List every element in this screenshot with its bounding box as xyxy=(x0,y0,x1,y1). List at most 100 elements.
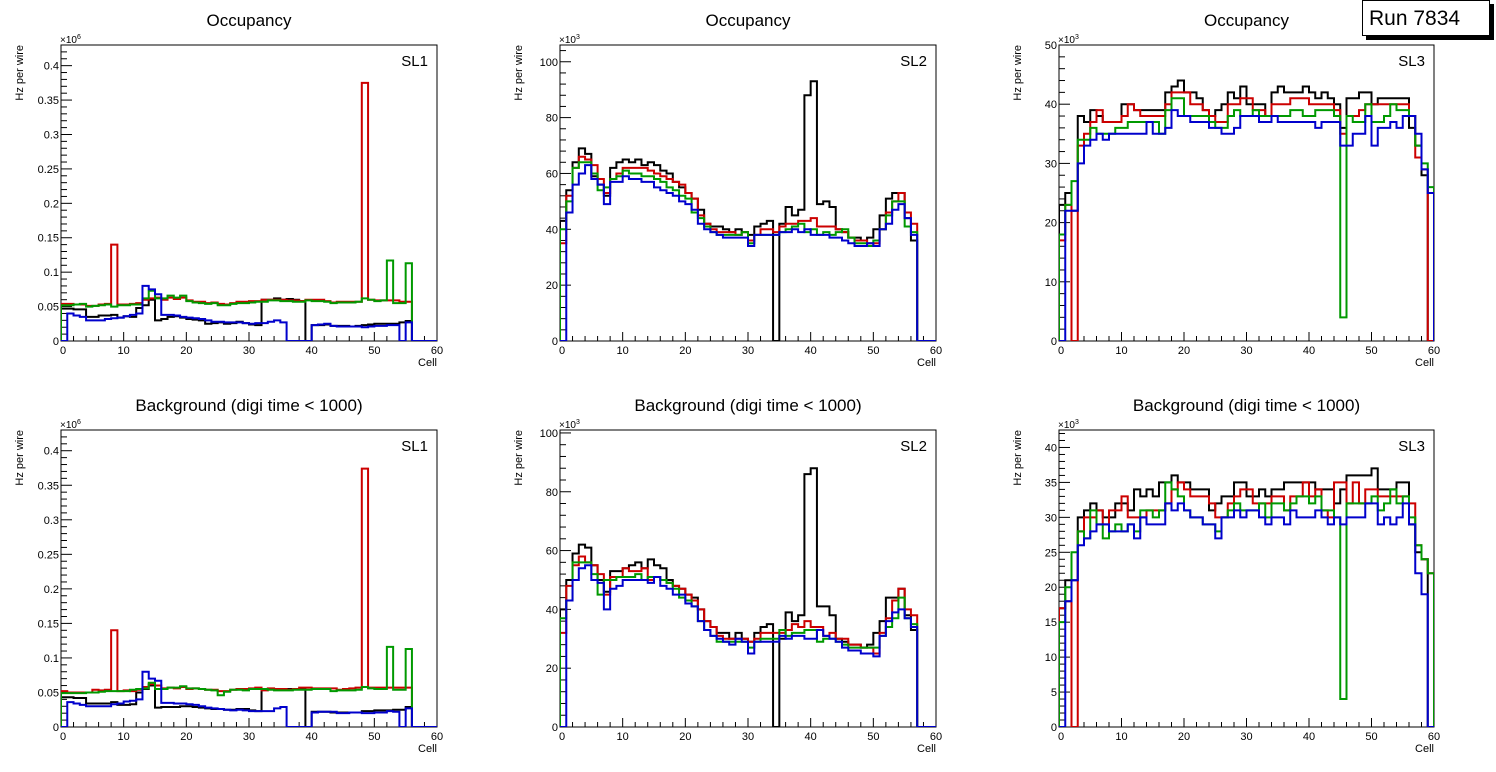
y-tick-label: 0 xyxy=(53,722,59,734)
y-tick-label: 0.4 xyxy=(44,61,59,73)
x-tick-label: 60 xyxy=(1428,731,1440,743)
y-axis-label: Hz per wire xyxy=(1012,45,1024,101)
series-line-black xyxy=(1059,467,1434,727)
y-tick-label: 40 xyxy=(546,224,558,236)
x-tick-label: 0 xyxy=(559,731,565,743)
y-axis-label: Hz per wire xyxy=(513,430,525,486)
y-tick-label: 0.3 xyxy=(44,515,59,527)
y-tick-label: 0 xyxy=(552,722,558,734)
x-tick-label: 20 xyxy=(180,731,192,743)
y-tick-label: 0 xyxy=(53,336,59,348)
chart-title: Background (digi time < 1000) xyxy=(135,396,362,415)
x-tick-label: 20 xyxy=(1178,345,1190,357)
series-line-blue xyxy=(1059,502,1434,727)
y-tick-label: 30 xyxy=(1045,158,1057,170)
y-tick-label: 0.35 xyxy=(38,480,59,492)
x-tick-label: 0 xyxy=(1058,345,1064,357)
y-tick-label: 0.15 xyxy=(38,618,59,630)
x-tick-label: 0 xyxy=(559,345,565,357)
superlayer-label: SL2 xyxy=(900,53,927,70)
y-tick-label: 0.4 xyxy=(44,446,59,458)
x-tick-label: 60 xyxy=(930,731,942,743)
y-tick-label: 0.3 xyxy=(44,129,59,141)
run-label: Run 7834 xyxy=(1369,7,1461,30)
superlayer-label: SL3 xyxy=(1398,53,1425,70)
x-tick-label: 40 xyxy=(805,345,817,357)
series-line-blue xyxy=(61,284,437,341)
superlayer-label: SL1 xyxy=(401,53,428,70)
y-tick-label: 20 xyxy=(546,663,558,675)
x-tick-label: 20 xyxy=(679,345,691,357)
superlayer-label: SL3 xyxy=(1398,438,1425,455)
y-axis-label: Hz per wire xyxy=(14,45,26,101)
x-tick-label: 50 xyxy=(867,345,879,357)
y-exponent-label: ×103 xyxy=(559,419,580,431)
y-tick-label: 40 xyxy=(1045,99,1057,111)
x-tick-label: 50 xyxy=(867,731,879,743)
y-tick-label: 0.05 xyxy=(38,687,59,699)
run-label-box: Run 7834 xyxy=(1362,0,1490,36)
y-exponent-label: ×106 xyxy=(60,34,81,46)
chart-panel-bkg-sl3: Background (digi time < 1000)0 10 20 30 40 50… xyxy=(1012,396,1440,755)
x-tick-label: 10 xyxy=(118,731,130,743)
series-line-black xyxy=(560,467,936,727)
superlayer-label: SL1 xyxy=(401,438,428,455)
series-line-red xyxy=(560,155,936,341)
y-exponent-label: ×103 xyxy=(1058,419,1079,431)
x-tick-label: 60 xyxy=(930,345,942,357)
y-tick-label: 0.2 xyxy=(44,584,59,596)
y-tick-label: 10 xyxy=(1045,652,1057,664)
superlayer-label: SL2 xyxy=(900,438,927,455)
y-tick-label: 0.25 xyxy=(38,164,59,176)
y-tick-label: 0.15 xyxy=(38,233,59,245)
x-tick-label: 50 xyxy=(1365,345,1377,357)
x-axis-label: Cell xyxy=(418,743,437,755)
x-tick-label: 30 xyxy=(1240,731,1252,743)
x-tick-label: 40 xyxy=(1303,345,1315,357)
series-line-green xyxy=(61,645,437,727)
x-tick-label: 10 xyxy=(617,345,629,357)
x-tick-label: 40 xyxy=(1303,731,1315,743)
series-line-blue xyxy=(560,564,936,727)
x-tick-label: 40 xyxy=(306,345,318,357)
y-tick-label: 35 xyxy=(1045,477,1057,489)
y-tick-label: 10 xyxy=(1045,277,1057,289)
y-axis-label: Hz per wire xyxy=(14,430,26,486)
y-tick-label: 80 xyxy=(546,113,558,125)
x-tick-label: 60 xyxy=(431,345,443,357)
x-tick-label: 30 xyxy=(243,345,255,357)
series-line-red xyxy=(1059,481,1434,727)
chart-title: Background (digi time < 1000) xyxy=(634,396,861,415)
x-tick-label: 0 xyxy=(1058,731,1064,743)
x-tick-label: 50 xyxy=(368,731,380,743)
y-tick-label: 0.35 xyxy=(38,95,59,107)
x-axis-label: Cell xyxy=(917,357,936,369)
y-tick-label: 0.2 xyxy=(44,198,59,210)
series-line-green xyxy=(560,161,936,341)
y-tick-label: 100 xyxy=(540,57,558,69)
x-tick-label: 30 xyxy=(742,731,754,743)
series-line-black xyxy=(1059,79,1434,341)
x-tick-label: 60 xyxy=(431,731,443,743)
x-tick-label: 60 xyxy=(1428,345,1440,357)
y-exponent-label: ×103 xyxy=(559,34,580,46)
series-line-blue xyxy=(1059,109,1434,341)
y-tick-label: 40 xyxy=(1045,442,1057,454)
chart-title: Background (digi time < 1000) xyxy=(1133,396,1360,415)
y-tick-label: 80 xyxy=(546,487,558,499)
x-tick-label: 50 xyxy=(368,345,380,357)
plot-frame xyxy=(559,44,937,342)
chart-panel-bkg-sl2: Background (digi time < 1000) 0 10 20 30 40 50… xyxy=(513,396,942,755)
x-tick-label: 30 xyxy=(243,731,255,743)
x-tick-label: 50 xyxy=(1365,731,1377,743)
x-tick-label: 30 xyxy=(742,345,754,357)
chart-title: Occupancy xyxy=(705,11,791,30)
x-tick-label: 10 xyxy=(1115,345,1127,357)
x-tick-label: 10 xyxy=(1115,731,1127,743)
y-tick-label: 25 xyxy=(1045,547,1057,559)
x-axis-label: Cell xyxy=(917,743,936,755)
y-tick-label: 0.1 xyxy=(44,653,59,665)
